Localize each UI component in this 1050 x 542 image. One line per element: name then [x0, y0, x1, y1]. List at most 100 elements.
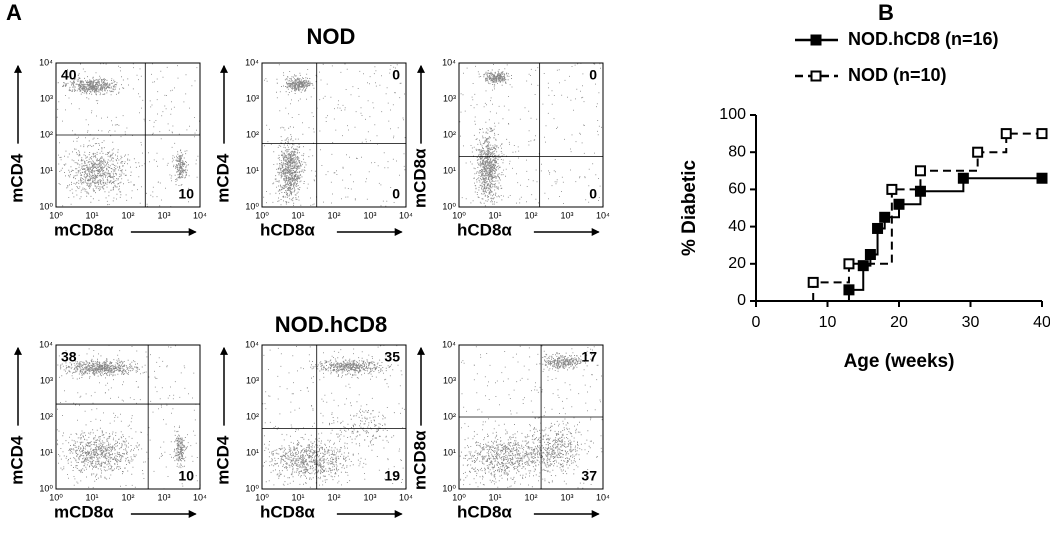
x-tick-label: 10²	[327, 210, 340, 220]
quadrant-percent: 38	[61, 349, 77, 365]
y-tick-label: 10³	[443, 93, 456, 103]
event-marker	[914, 185, 926, 197]
x-tick-label: 10⁰	[452, 492, 466, 502]
event-marker	[843, 258, 855, 270]
quadrant-percent: 10	[178, 186, 194, 202]
event-marker	[807, 276, 819, 288]
event-marker	[857, 260, 869, 272]
x-tick-label: 0	[752, 314, 761, 331]
legend-label: NOD.hCD8 (n=16)	[848, 29, 999, 49]
y-tick-label: 10³	[246, 93, 259, 103]
x-axis-label: mCD8α	[54, 502, 114, 521]
y-tick-label: 10⁴	[39, 339, 53, 349]
quadrant-percent: 10	[178, 468, 194, 484]
x-tick-label: 10³	[363, 210, 376, 220]
y-tick-label: 10⁰	[39, 483, 53, 493]
y-tick-label: 10¹	[443, 165, 456, 175]
x-axis-label: hCD8α	[260, 220, 315, 239]
x-tick-label: 10⁴	[596, 210, 610, 220]
plot-frame	[458, 62, 604, 208]
x-axis-label: hCD8α	[457, 220, 512, 239]
x-tick-label: 10⁰	[452, 210, 466, 220]
y-tick-label: 10³	[40, 93, 53, 103]
quadrant-percent: 35	[384, 349, 400, 365]
x-tick-label: 10¹	[488, 210, 501, 220]
y-tick-label: 10²	[40, 411, 53, 421]
y-axis-label: mCD4	[213, 435, 232, 485]
quadrant-percent: 17	[581, 349, 597, 365]
x-tick-label: 10¹	[291, 492, 304, 502]
y-tick-label: 10²	[40, 129, 53, 139]
x-tick-label: 10²	[524, 210, 537, 220]
y-axis-label: mCD4	[7, 153, 26, 203]
y-tick-label: 10⁴	[245, 339, 259, 349]
y-tick-label: 10³	[443, 375, 456, 385]
x-tick-label: 40	[1033, 314, 1050, 331]
event-marker	[1000, 128, 1012, 140]
x-tick-label: 10²	[121, 210, 134, 220]
x-tick-label: 10³	[157, 492, 170, 502]
x-tick-label: 30	[962, 314, 980, 331]
x-tick-label: 10	[819, 314, 837, 331]
legend-marker	[810, 34, 822, 46]
x-tick-label: 10⁴	[399, 492, 413, 502]
x-tick-label: 20	[890, 314, 908, 331]
event-cloud	[56, 63, 201, 208]
plot-frame	[55, 344, 201, 490]
event-cloud	[459, 62, 604, 207]
x-tick-label: 10⁴	[193, 492, 207, 502]
y-tick-label: 20	[728, 255, 746, 272]
quadrant-percent: 0	[589, 67, 597, 83]
plot-frame	[261, 344, 407, 490]
x-tick-label: 10¹	[488, 492, 501, 502]
y-tick-label: 10¹	[246, 447, 259, 457]
quadrant-percent: 0	[392, 67, 400, 83]
event-marker	[893, 198, 905, 210]
x-tick-label: 10⁰	[255, 492, 269, 502]
y-tick-label: 10¹	[443, 447, 456, 457]
legend-marker	[810, 70, 822, 82]
group-title: NOD	[307, 24, 356, 49]
y-axis-label: mCD8α	[410, 430, 429, 490]
quadrant-percent: 0	[589, 186, 597, 202]
x-tick-label: 10⁰	[49, 210, 63, 220]
event-marker	[1036, 172, 1048, 184]
step-line	[812, 132, 1042, 301]
x-tick-label: 10⁰	[255, 210, 269, 220]
x-tick-label: 10²	[327, 492, 340, 502]
x-tick-label: 10³	[560, 210, 573, 220]
x-tick-label: 10³	[560, 492, 573, 502]
event-cloud	[459, 345, 603, 489]
y-tick-label: 100	[719, 106, 746, 123]
event-marker	[886, 183, 898, 195]
y-tick-label: 80	[728, 143, 746, 160]
y-tick-label: 10¹	[40, 447, 53, 457]
y-tick-label: 40	[728, 218, 746, 235]
x-tick-label: 10⁴	[399, 210, 413, 220]
event-cloud	[56, 344, 201, 490]
legend-label: NOD (n=10)	[848, 65, 947, 85]
plot-frame	[261, 62, 407, 208]
y-tick-label: 10⁰	[245, 201, 259, 211]
event-marker	[879, 211, 891, 223]
y-tick-label: 10⁰	[39, 201, 53, 211]
event-cloud	[263, 63, 406, 207]
group-title: NOD.hCD8	[275, 312, 387, 337]
x-axis-label: mCD8α	[54, 220, 114, 239]
x-tick-label: 10⁰	[49, 492, 63, 502]
event-marker	[872, 222, 884, 234]
panel-label: B	[878, 0, 894, 25]
x-tick-label: 10⁴	[596, 492, 610, 502]
x-tick-label: 10³	[157, 210, 170, 220]
y-tick-label: 10³	[246, 375, 259, 385]
y-tick-label: 10²	[246, 411, 259, 421]
x-axis-label: hCD8α	[457, 502, 512, 521]
x-tick-label: 10²	[121, 492, 134, 502]
y-tick-label: 10²	[246, 129, 259, 139]
y-tick-label: 0	[737, 292, 746, 309]
quadrant-percent: 40	[61, 67, 77, 83]
y-tick-label: 10⁴	[442, 57, 456, 67]
step-line	[847, 177, 1042, 301]
x-axis-label: Age (weeks)	[844, 351, 955, 372]
